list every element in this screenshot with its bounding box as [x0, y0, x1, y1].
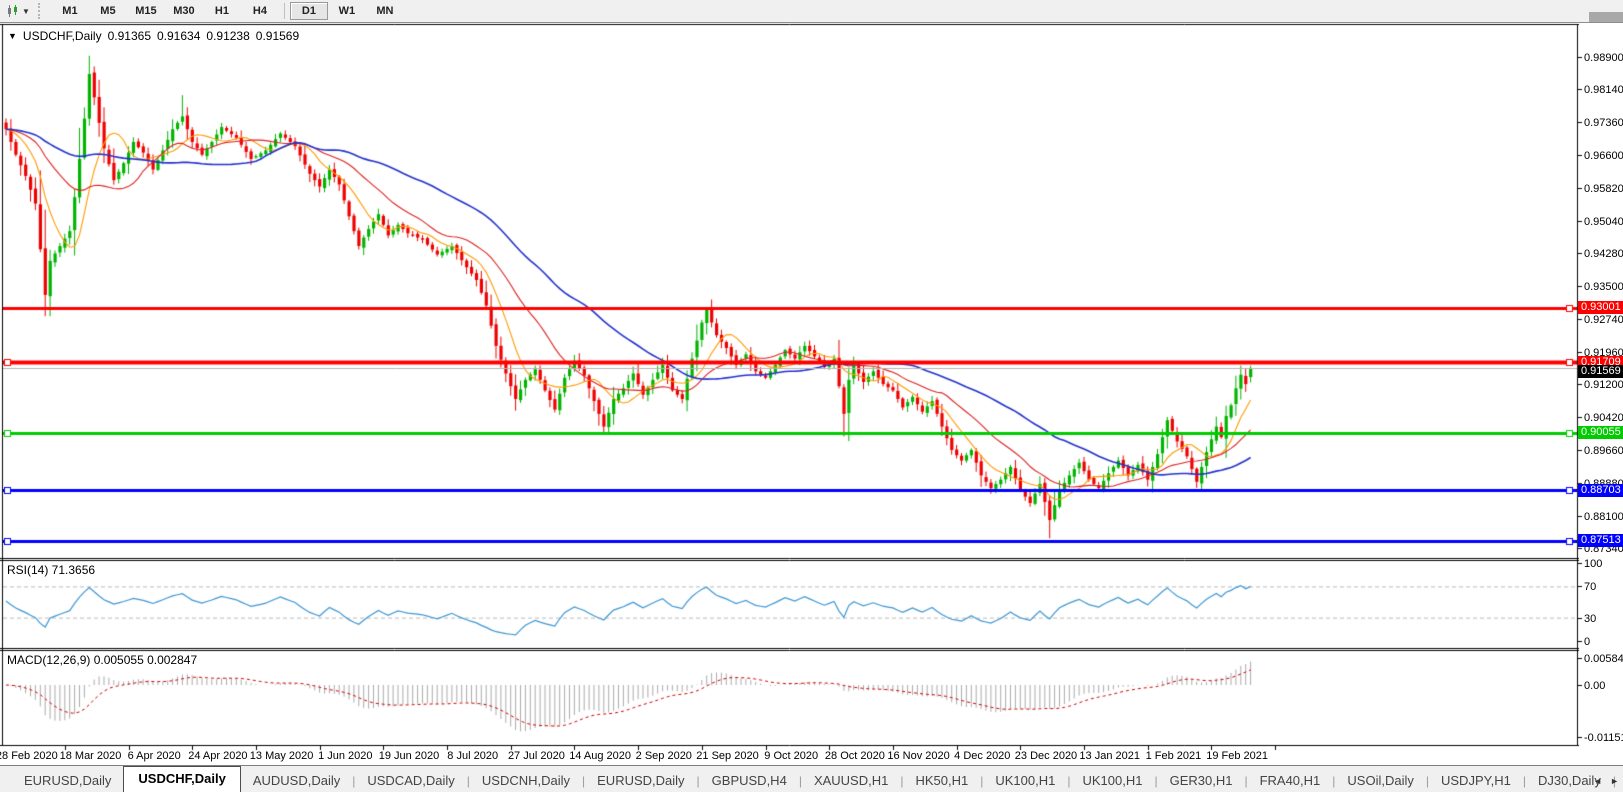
date-tick-label: 27 Jul 2020 [507, 750, 565, 762]
date-tick-label: 2 Sep 2020 [635, 750, 692, 762]
tab-separator: | [1612, 774, 1616, 788]
price-tick-label: 0.89660 [1584, 444, 1623, 457]
price-tick-label: 0.91960 [1584, 346, 1623, 359]
chart-tab-bar: EURUSD,Daily USDCHF,Daily AUDUSD,Daily | USD… [0, 765, 1623, 792]
hline-price-badge: 0.90055 [1578, 426, 1623, 439]
date-tick-label: 21 Sep 2020 [696, 750, 759, 762]
chart-tab-eurusd-daily[interactable]: EURUSD,Daily [24, 773, 112, 788]
date-tick-label: 19 Feb 2021 [1206, 750, 1268, 762]
chart-title[interactable]: ▼ USDCHF,Daily 0.91365 0.91634 0.91238 0… [8, 29, 299, 43]
ohlc-open: 0.91365 [107, 29, 151, 43]
date-tick-label: 1 Feb 2021 [1145, 750, 1202, 762]
date-tick-label: 16 Nov 2020 [887, 750, 950, 762]
tab-separator: | [1154, 774, 1158, 788]
date-tick-label: 28 Feb 2020 [0, 750, 58, 762]
date-tick-label: 8 Jul 2020 [447, 750, 499, 762]
price-tick-label: 0.92740 [1584, 313, 1623, 326]
tab-separator: | [1522, 774, 1526, 788]
chart-tab-usoil-daily[interactable]: USOil,Daily [1347, 773, 1414, 788]
tab-separator: | [1244, 774, 1248, 788]
rsi-tick-label: 70 [1584, 580, 1597, 593]
chart-tab-usdjpy-h1[interactable]: USDJPY,H1 [1441, 773, 1511, 788]
rsi-tick-label: 30 [1584, 612, 1597, 625]
date-tick-label: 18 Mar 2020 [59, 750, 122, 762]
chart-tab-xauusd-h1[interactable]: XAUUSD,H1 [813, 773, 889, 788]
tab-separator: | [900, 774, 904, 788]
chart-tab-uk100-h1[interactable]: UK100,H1 [1082, 773, 1143, 788]
price-tick-label: 0.90420 [1584, 411, 1623, 424]
date-tick-label: 9 Oct 2020 [764, 750, 819, 762]
symbol-dropdown-icon[interactable]: ▼ [8, 31, 17, 41]
rsi-indicator-label: RSI(14) 71.3656 [7, 563, 96, 577]
current-price-badge: 0.91569 [1578, 365, 1623, 378]
tab-scroll-right-icon[interactable]: ► [1610, 776, 1619, 786]
ohlc-low: 0.91238 [206, 29, 250, 43]
chart-tab-usdchf-daily[interactable]: USDCHF,Daily [123, 766, 241, 792]
ohlc-close: 0.91569 [255, 29, 300, 43]
date-tick-label: 24 Apr 2020 [188, 750, 248, 762]
macd-tick-label: 0.00 [1584, 679, 1606, 692]
tab-separator: | [1425, 774, 1429, 788]
date-tick-label: 13 Jan 2021 [1079, 750, 1140, 762]
hline-price-badge: 0.87513 [1578, 534, 1623, 547]
chart-tab-audusd-daily[interactable]: AUDUSD,Daily [252, 773, 341, 788]
chart-tab-gbpusd-h4[interactable]: GBPUSD,H4 [711, 773, 787, 788]
date-tick-label: 6 Apr 2020 [127, 750, 181, 762]
tab-separator: | [696, 774, 700, 788]
price-tick-label: 0.95040 [1584, 215, 1623, 228]
symbol-period-label: USDCHF,Daily [22, 29, 102, 43]
chart-tab-usdcnh-daily[interactable]: USDCNH,Daily [481, 773, 571, 788]
macd-indicator-label: MACD(12,26,9) 0.005055 0.002847 [7, 653, 198, 667]
price-tick-label: 0.96600 [1584, 149, 1623, 162]
tab-separator: | [1067, 774, 1071, 788]
price-tick-label: 0.98140 [1584, 83, 1623, 96]
chart-tab-hk50-h1[interactable]: HK50,H1 [915, 773, 969, 788]
chart-tab-fra40-h1[interactable]: FRA40,H1 [1259, 773, 1321, 788]
macd-tick-label: 0.005844 [1584, 652, 1623, 665]
price-tick-label: 0.97360 [1584, 116, 1623, 129]
chart-tab-uk100-h1[interactable]: UK100,H1 [995, 773, 1056, 788]
price-tick-label: 0.88100 [1584, 510, 1623, 523]
chart-tab-usdcad-daily[interactable]: USDCAD,Daily [367, 773, 455, 788]
hline-price-badge: 0.88703 [1578, 484, 1623, 497]
price-tick-label: 0.94280 [1584, 247, 1623, 260]
tab-separator: | [352, 774, 356, 788]
tab-scroll-arrows: ◄ ► [1593, 776, 1619, 786]
price-tick-label: 0.91200 [1584, 378, 1623, 391]
date-tick-label: 23 Dec 2020 [1014, 750, 1078, 762]
tab-separator: | [798, 774, 802, 788]
price-tick-label: 0.93500 [1584, 280, 1623, 293]
date-tick-label: 1 Jun 2020 [318, 750, 373, 762]
hline-price-badge: 0.93001 [1578, 301, 1623, 314]
tab-separator: | [466, 774, 470, 788]
rsi-tick-label: 100 [1584, 557, 1603, 570]
price-tick-label: 0.95820 [1584, 182, 1623, 195]
rsi-tick-label: 0 [1584, 635, 1591, 648]
ohlc-high: 0.91634 [157, 29, 201, 43]
date-tick-label: 28 Oct 2020 [824, 750, 885, 762]
date-tick-label: 19 Jun 2020 [378, 750, 440, 762]
date-tick-label: 4 Dec 2020 [954, 750, 1011, 762]
chart-tab-eurusd-daily[interactable]: EURUSD,Daily [597, 773, 685, 788]
tab-separator: | [582, 774, 586, 788]
chart-tab-dj30-daily[interactable]: DJ30,Daily [1537, 773, 1601, 788]
chart-tab-ger30-h1[interactable]: GER30,H1 [1169, 773, 1233, 788]
tab-separator: | [1332, 774, 1336, 788]
macd-tick-label: -0.011516 [1584, 731, 1623, 744]
date-tick-label: 13 May 2020 [249, 750, 314, 762]
tab-separator: | [980, 774, 984, 788]
tab-scroll-left-icon[interactable]: ◄ [1593, 776, 1603, 786]
price-tick-label: 0.98900 [1584, 51, 1623, 64]
date-tick-label: 14 Aug 2020 [569, 750, 631, 762]
